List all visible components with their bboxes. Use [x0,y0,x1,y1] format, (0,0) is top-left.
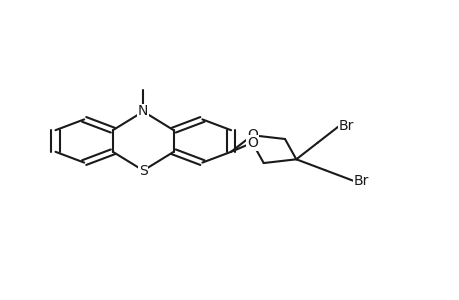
Text: O: O [246,136,257,150]
Text: O: O [246,128,257,142]
Text: N: N [138,104,148,118]
Text: Br: Br [338,119,353,133]
Text: Br: Br [353,174,368,188]
Text: S: S [139,164,147,178]
